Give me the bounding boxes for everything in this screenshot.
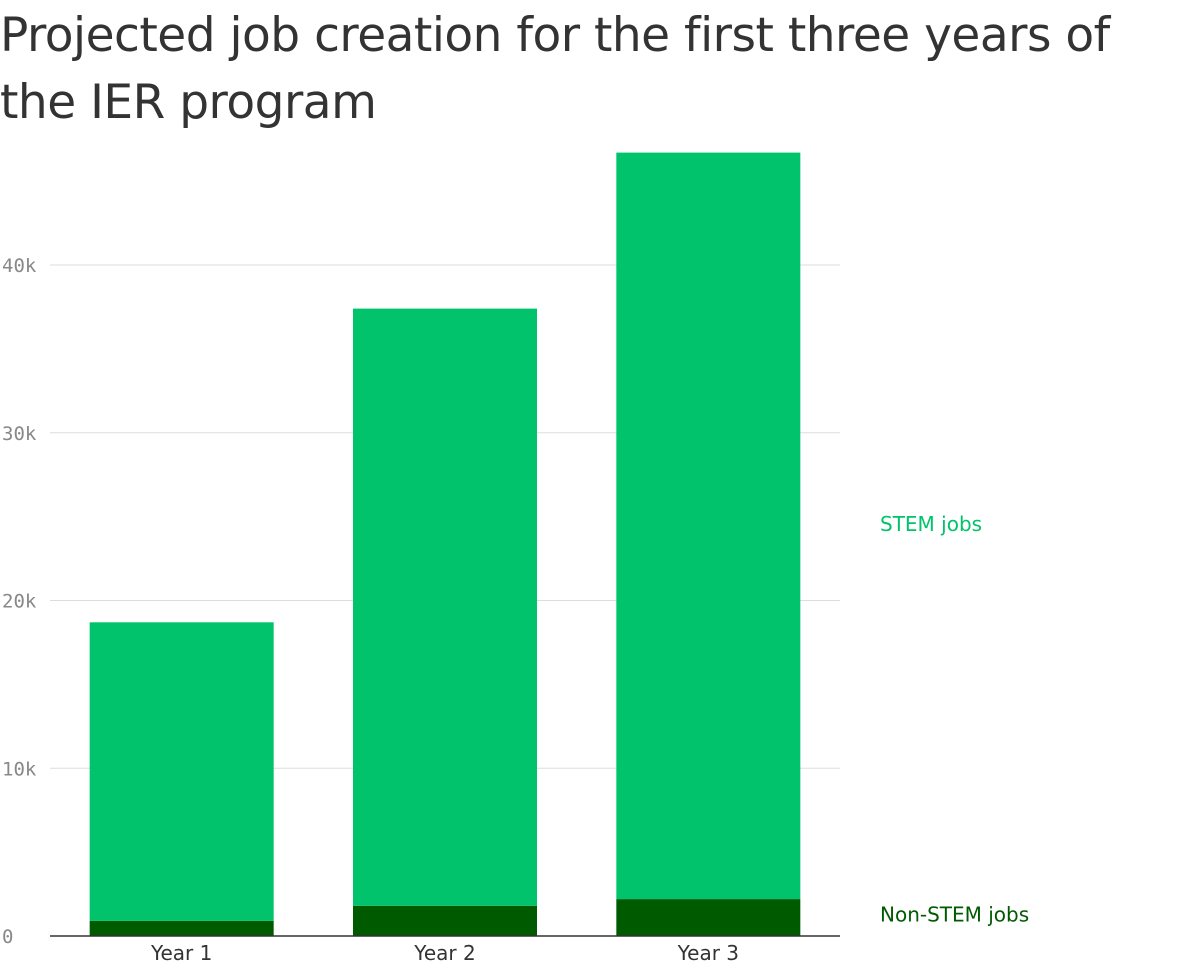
- x-category-label: Year 3: [677, 941, 739, 965]
- series-labels: Non-STEM jobs STEM jobs: [880, 512, 1029, 927]
- bar-stem-jobs-year-2: [353, 308, 537, 906]
- x-axis-category-labels: Year 1 Year 2 Year 3: [150, 941, 739, 965]
- series-label: Non-STEM jobs: [880, 903, 1029, 927]
- y-axis-tick-labels: 0 10k 20k 30k 40k: [2, 255, 37, 948]
- bar-non-stem-jobs-year-3: [616, 899, 801, 936]
- bar-non-stem-jobs-year-1: [89, 920, 274, 936]
- series-label: STEM jobs: [880, 512, 982, 536]
- bar-stem-jobs-year-3: [616, 152, 801, 900]
- bars: [89, 152, 801, 936]
- y-tick-label: 40k: [2, 255, 37, 277]
- bar-stem-jobs-year-1: [89, 622, 274, 921]
- bar-non-stem-jobs-year-2: [353, 905, 537, 936]
- y-tick-label: 0: [2, 926, 13, 948]
- x-category-label: Year 2: [413, 941, 475, 965]
- x-category-label: Year 1: [150, 941, 212, 965]
- chart-title: Projected job creation for the first thr…: [0, 8, 1110, 130]
- y-tick-label: 30k: [2, 423, 37, 445]
- y-tick-label: 10k: [2, 758, 37, 780]
- y-tick-label: 20k: [2, 591, 37, 613]
